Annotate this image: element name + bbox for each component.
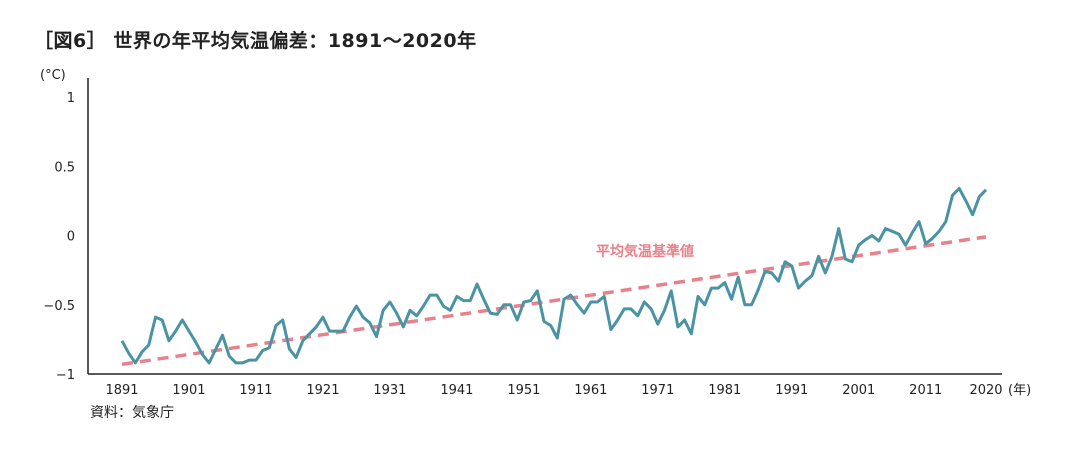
x-tick-label: 1981 [708,383,741,398]
baseline-label: 平均気温基準値 [596,243,694,260]
source-note: 資料：気象庁 [90,405,174,421]
x-tick-label: 1971 [641,383,674,398]
x-tick-label: 1901 [172,383,205,398]
x-tick-label: 1931 [373,383,406,398]
chart-title: ［図6］ 世界の年平均気温偏差：1891〜2020年 [34,30,477,52]
x-tick-label: 2011 [909,383,942,398]
x-tick-label: 1941 [440,383,473,398]
y-axis-label: (°C) [40,68,66,83]
x-tick-label: 1891 [105,383,138,398]
x-tick-label: 2001 [842,383,875,398]
y-tick-label: −0.5 [43,299,75,314]
x-tick-label: 1921 [306,383,339,398]
x-axis-label: (年) [1008,383,1031,398]
y-tick-label: 1 [67,91,75,106]
x-tick-label: 1951 [507,383,540,398]
x-tick-label: 1961 [574,383,607,398]
anomaly-series-line [120,186,988,365]
y-tick-label: −1 [56,368,75,383]
x-tick-label: 1911 [239,383,272,398]
y-tick-label: 0.5 [54,160,75,175]
baseline-line [121,235,987,367]
x-tick-label: 2020 [969,383,1002,398]
x-tick-label: 1991 [775,383,808,398]
y-tick-label: 0 [67,230,75,245]
